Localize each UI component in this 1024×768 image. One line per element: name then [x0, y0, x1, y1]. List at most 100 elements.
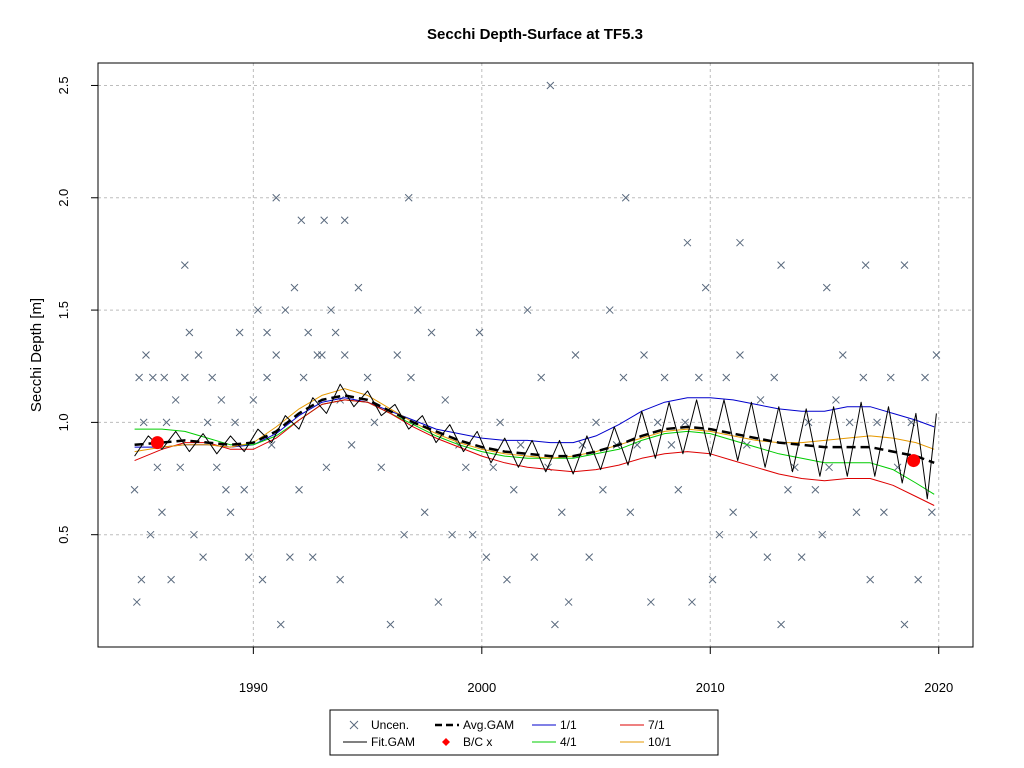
uncensored-point	[516, 440, 525, 449]
uncensored-point	[756, 396, 765, 404]
uncensored-point	[571, 351, 580, 359]
uncensored-point	[212, 463, 221, 472]
uncensored-point	[226, 508, 235, 517]
legend-label: Fit.GAM	[371, 735, 415, 749]
uncensored-point	[729, 508, 737, 517]
uncensored-point	[180, 261, 189, 270]
x-tick-label: 1990	[239, 680, 268, 695]
uncensored-point	[340, 351, 349, 359]
uncensored-point	[139, 418, 148, 427]
uncensored-point	[599, 485, 607, 494]
uncensored-point	[244, 553, 253, 562]
uncensored-point	[873, 418, 881, 427]
legend-label: Avg.GAM	[463, 718, 514, 732]
uncensored-point	[489, 463, 498, 472]
uncensored-point	[162, 418, 171, 427]
uncensored-point	[914, 575, 923, 584]
legend: Uncen. Fit.GAM Avg.GAM B/C x 1/1 4/1 7/1 10/1	[329, 709, 719, 756]
uncensored-point	[167, 575, 175, 584]
uncensored-point	[427, 328, 436, 337]
uncensored-point	[441, 396, 450, 404]
uncensored-point	[400, 530, 408, 539]
uncensored-point	[393, 351, 402, 359]
uncensored-point	[468, 530, 477, 539]
uncensored-point	[880, 508, 888, 517]
x-tick-label: 2010	[696, 680, 725, 695]
uncensored-point	[208, 373, 217, 382]
uncensored-point	[605, 306, 614, 314]
uncensored-point	[585, 553, 594, 562]
uncensored-point	[386, 620, 395, 629]
uncensored-point	[866, 575, 875, 584]
uncensored-point	[272, 193, 281, 202]
uncensored-point	[777, 261, 785, 270]
uncensored-point	[297, 216, 306, 225]
uncensored-point	[647, 598, 655, 606]
uncensored-point	[434, 598, 443, 606]
uncensored-point	[530, 553, 539, 562]
uncensored-point	[135, 373, 143, 382]
bc-point	[150, 436, 164, 450]
uncensored-point	[158, 508, 166, 517]
uncensored-point	[267, 440, 276, 449]
uncensored-point	[708, 575, 717, 584]
uncensored-point	[845, 418, 854, 427]
uncensored-point	[832, 396, 840, 404]
uncensored-point	[363, 373, 372, 382]
legend-label: Uncen.	[371, 718, 409, 732]
uncensored-point	[818, 530, 827, 539]
uncensored-point	[249, 396, 258, 404]
uncensored-point	[496, 418, 504, 427]
uncensored-point	[722, 373, 731, 382]
uncensored-point	[290, 283, 299, 292]
uncensored-point	[822, 283, 831, 292]
uncensored-point	[715, 530, 724, 539]
uncensored-point	[194, 351, 203, 359]
plot-frame	[97, 62, 974, 648]
uncensored-point	[770, 373, 779, 382]
uncensored-point	[749, 530, 758, 539]
uncensored-point	[295, 485, 303, 494]
x-tick-label: 2020	[924, 680, 953, 695]
uncensored-point	[736, 351, 744, 359]
uncensored-point	[171, 396, 180, 404]
legend-label: 4/1	[560, 735, 577, 749]
uncensored-point	[354, 283, 363, 292]
legend-label: B/C x	[463, 735, 492, 749]
legend-label: 10/1	[648, 735, 672, 749]
uncensored-point	[272, 351, 281, 359]
uncensored-point	[404, 193, 413, 202]
uncensored-point	[763, 553, 772, 562]
uncensored-point	[185, 328, 194, 337]
uncensored-point	[153, 463, 162, 472]
uncensored-point	[633, 440, 642, 449]
uncensored-point	[132, 598, 141, 606]
uncensored-point	[838, 351, 847, 359]
uncensored-point	[318, 351, 326, 359]
uncensored-point	[263, 373, 271, 382]
uncensored-point	[263, 328, 271, 337]
uncensored-point	[308, 553, 317, 562]
uncensored-point	[683, 238, 692, 247]
uncensored-point	[231, 418, 239, 427]
uncensored-point	[413, 306, 422, 314]
uncensored-point	[900, 261, 909, 270]
uncensored-point	[660, 373, 669, 382]
legend-marker-cross	[349, 720, 359, 730]
uncensored-point	[461, 463, 470, 472]
uncensored-point	[482, 553, 491, 562]
legend-label: 7/1	[648, 718, 665, 732]
y-tick-label: 2.5	[56, 76, 71, 94]
chart-title: Secchi Depth-Surface at TF5.3	[427, 26, 643, 43]
uncensored-point	[235, 328, 244, 337]
uncensored-point	[199, 553, 207, 562]
uncensored-point	[137, 575, 146, 584]
uncensored-point	[852, 508, 861, 517]
uncensored-point	[377, 463, 386, 472]
uncensored-point	[217, 396, 226, 404]
uncensored-point	[859, 373, 868, 382]
y-tick-label: 1.0	[56, 413, 71, 431]
uncensored-point	[777, 620, 785, 629]
uncensored-point	[653, 418, 662, 427]
uncensored-point	[621, 193, 630, 202]
